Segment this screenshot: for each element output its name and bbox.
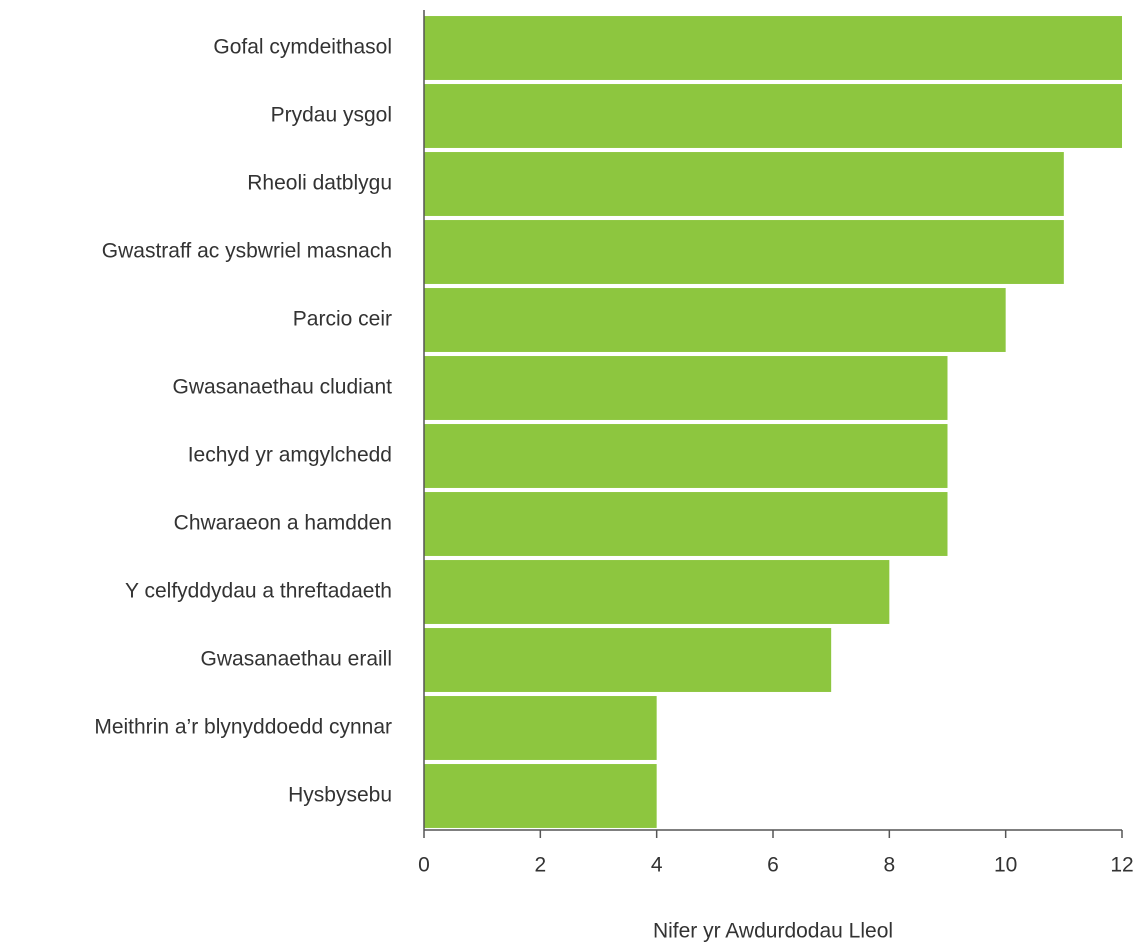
bar <box>424 84 1122 148</box>
x-tick-label: 4 <box>651 854 663 877</box>
y-tick-label: Gwasanaethau eraill <box>201 648 392 671</box>
x-tick-label: 6 <box>767 854 779 877</box>
y-tick-label: Chwaraeon a hamdden <box>174 512 392 535</box>
bar <box>424 492 948 556</box>
y-tick-label: Prydau ysgol <box>271 104 392 127</box>
x-tick-label: 10 <box>994 854 1017 877</box>
y-tick-label: Y celfyddydau a threftadaeth <box>125 580 392 603</box>
y-tick-label: Parcio ceir <box>293 308 392 331</box>
bar <box>424 696 657 760</box>
y-tick-label: Gwasanaethau cludiant <box>173 376 393 399</box>
x-tick-label: 12 <box>1110 854 1133 877</box>
x-axis-label: Nifer yr Awdurdodau Lleol <box>653 920 893 943</box>
bar <box>424 424 948 488</box>
bar <box>424 628 832 692</box>
x-tick-label: 2 <box>534 854 546 877</box>
x-tick-label: 8 <box>883 854 895 877</box>
bar <box>424 764 657 828</box>
bar <box>424 220 1064 284</box>
y-tick-label: Iechyd yr amgylchedd <box>188 444 392 467</box>
bar <box>424 356 948 420</box>
x-tick-label: 0 <box>418 854 430 877</box>
bar <box>424 152 1064 216</box>
y-tick-label: Hysbysebu <box>288 784 392 807</box>
bar <box>424 16 1122 80</box>
y-tick-label: Gofal cymdeithasol <box>213 36 392 59</box>
y-tick-label: Meithrin a’r blynyddoedd cynnar <box>94 716 392 739</box>
bar <box>424 560 890 624</box>
y-tick-label: Rheoli datblygu <box>247 172 392 195</box>
bar <box>424 288 1006 352</box>
y-tick-label: Gwastraff ac ysbwriel masnach <box>102 240 392 263</box>
